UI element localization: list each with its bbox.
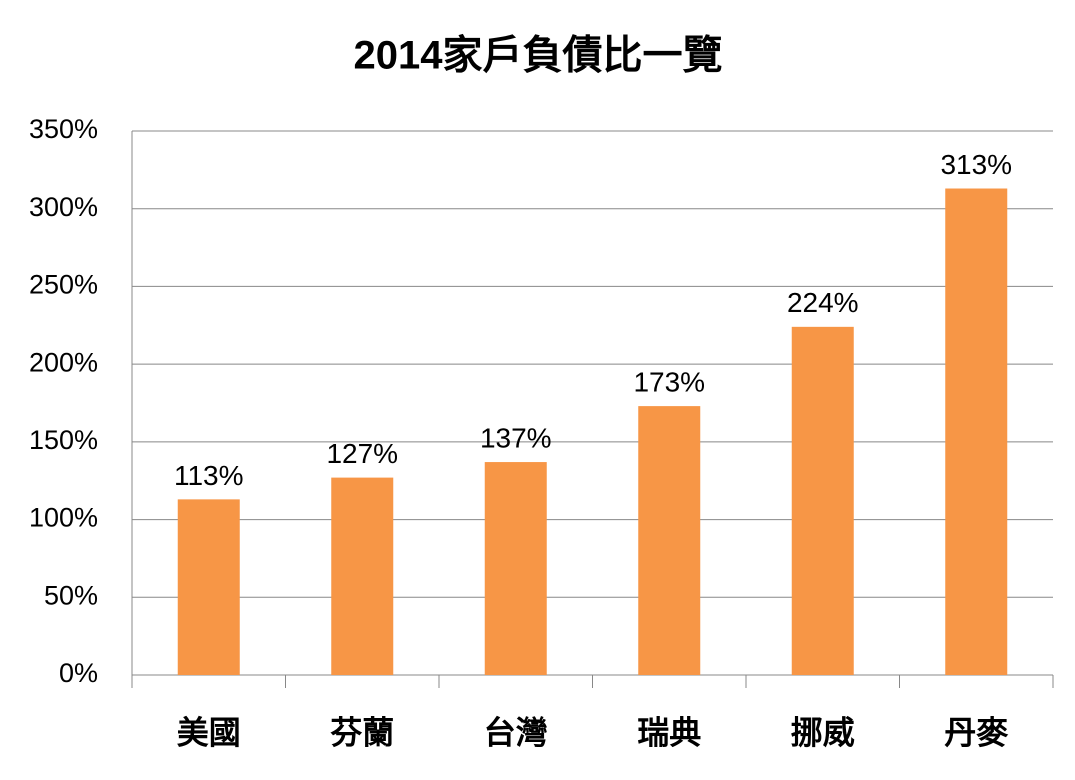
x-tick-label: 芬蘭 [330, 714, 394, 750]
y-tick-label: 250% [29, 270, 98, 300]
y-tick-label: 200% [29, 347, 98, 377]
x-tick-label: 瑞典 [637, 714, 701, 750]
data-label: 127% [326, 438, 398, 469]
y-tick-label: 0% [59, 658, 98, 688]
bar [638, 406, 701, 675]
x-tick-label: 挪威 [791, 714, 855, 750]
data-label: 224% [787, 287, 859, 318]
data-label: 113% [174, 460, 244, 491]
y-tick-label: 100% [29, 503, 98, 533]
bar [331, 477, 394, 675]
y-tick-label: 350% [29, 114, 98, 144]
bar [791, 326, 854, 675]
bar [177, 499, 240, 675]
data-label: 137% [480, 422, 552, 453]
bar [945, 188, 1008, 675]
data-label: 173% [633, 366, 705, 397]
data-label: 313% [940, 149, 1012, 180]
x-tick-label: 丹麥 [944, 714, 1009, 750]
y-tick-label: 50% [44, 580, 98, 610]
x-tick-label: 台灣 [484, 714, 548, 750]
y-tick-label: 300% [29, 192, 98, 222]
bar [484, 462, 547, 675]
x-tick-label: 美國 [177, 714, 241, 750]
chart-title: 2014家戶負債比一覽 [354, 34, 723, 78]
y-tick-label: 150% [29, 425, 98, 455]
